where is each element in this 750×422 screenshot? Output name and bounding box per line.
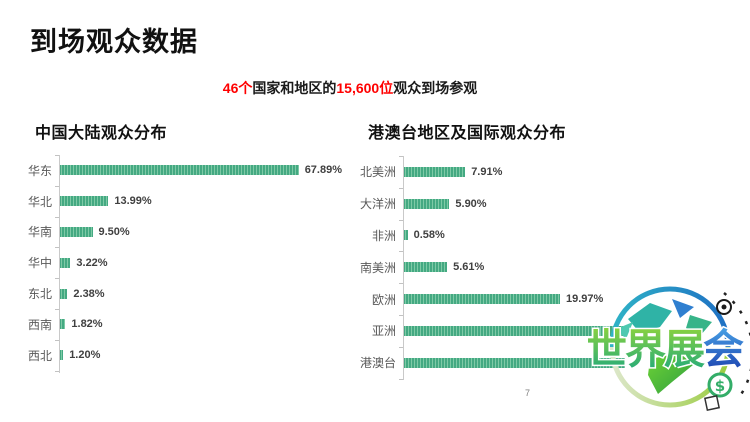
axis-tick	[399, 347, 403, 348]
value-label: 0.58%	[413, 229, 445, 242]
category-label: 西南	[27, 317, 52, 332]
value-label: 2.38%	[73, 287, 105, 300]
axis-tick	[399, 283, 403, 284]
axis-tick	[55, 247, 59, 248]
dollar-badge-icon: $	[707, 372, 733, 398]
value-label: 9.50%	[98, 225, 130, 238]
value-label: 19.97%	[566, 293, 604, 306]
axis-tick	[55, 309, 59, 310]
bar-row: 华东 67.89%	[21, 155, 351, 186]
axis-tick	[55, 217, 59, 218]
category-label: 非洲	[371, 228, 396, 243]
bar-row: 西北 1.20%	[21, 340, 351, 371]
axis-tick	[399, 379, 403, 380]
chart-title-mainland: 中国大陆观众分布	[35, 125, 168, 142]
axis-tick	[55, 278, 59, 279]
bar-南美洲	[403, 262, 448, 273]
bar-非洲	[403, 230, 408, 241]
category-label: 西北	[27, 348, 52, 363]
bar-row: 北美洲 7.91%	[351, 156, 750, 188]
globe-logo-icon: 世界展会 $	[585, 286, 750, 412]
bar-row: 南美洲 5.61%	[351, 251, 750, 283]
y-axis	[55, 155, 60, 373]
logo-text-green: 世界展	[588, 325, 705, 373]
bar-row: 欧洲 19.97%	[351, 283, 750, 315]
world-expo-logo: 世界展会 $	[585, 281, 750, 422]
chart-international-plot: 北美洲 7.91% 大洋洲 5.90% 非洲 0.58% 南美洲 5.61% 欧洲 19.97% 亚…	[351, 156, 750, 380]
logo-text: 世界展会	[588, 325, 744, 373]
category-label: 华北	[27, 194, 52, 209]
category-label: 欧洲	[371, 292, 396, 307]
category-label: 南美洲	[359, 260, 396, 275]
category-label: 华东	[27, 163, 52, 178]
value-label: 13.99%	[114, 195, 152, 208]
value-label: 3.22%	[76, 256, 108, 269]
bar-row: 港澳台	[351, 347, 750, 379]
axis-tick	[399, 220, 403, 221]
subtitle-segment: 国家和地区的	[252, 80, 337, 96]
bar-东北	[59, 288, 68, 299]
y-axis	[399, 156, 404, 380]
page-number: 7	[525, 388, 531, 398]
subtitle-segment: 15,600位	[336, 80, 394, 96]
shutter-icon	[716, 299, 732, 315]
value-label: 5.61%	[453, 261, 485, 274]
axis-tick	[399, 251, 403, 252]
logo-text-blue: 会	[703, 325, 744, 373]
axis-tick	[55, 155, 59, 156]
bar-西南	[59, 319, 66, 330]
bar-华中	[59, 257, 71, 268]
bar-row: 东北 2.38%	[21, 278, 351, 309]
category-label: 港澳台	[359, 356, 396, 371]
category-label: 北美洲	[359, 165, 396, 180]
bar-大洋洲	[403, 198, 450, 209]
bar-欧洲	[403, 294, 560, 305]
category-label: 亚洲	[371, 324, 396, 339]
bar-华南	[59, 226, 93, 237]
bar-北美洲	[403, 166, 466, 177]
bar-row: 华北 13.99%	[21, 186, 351, 217]
bar-华北	[59, 196, 109, 207]
axis-tick	[55, 371, 59, 372]
subtitle: 46个国家和地区的15,600位观众到场参观	[0, 78, 700, 98]
bar-row: 非洲 0.58%	[351, 220, 750, 252]
bar-row: 西南 1.82%	[21, 309, 351, 340]
bar-亚洲	[403, 325, 624, 336]
bar-row: 亚洲	[351, 315, 750, 347]
subtitle-segment: 观众到场参观	[393, 80, 478, 96]
axis-tick	[399, 156, 403, 157]
bar-西北	[59, 350, 64, 361]
category-label: 大洋洲	[359, 197, 396, 212]
bar-row: 大洋洲 5.90%	[351, 188, 750, 220]
value-label: 67.89%	[304, 164, 342, 177]
subtitle-segment: 46个	[222, 80, 253, 96]
svg-text:$: $	[715, 377, 725, 395]
category-label: 东北	[27, 287, 52, 302]
bar-华东	[59, 165, 299, 176]
value-label: 7.91%	[471, 165, 503, 178]
axis-tick	[399, 188, 403, 189]
bar-港澳台	[403, 357, 626, 368]
value-label: 1.82%	[71, 318, 103, 331]
category-label: 华南	[27, 225, 52, 240]
axis-tick	[55, 186, 59, 187]
chart-title-international: 港澳台地区及国际观众分布	[368, 125, 567, 142]
bar-row: 华南 9.50%	[21, 217, 351, 248]
axis-tick	[399, 315, 403, 316]
chart-mainland-plot: 华东 67.89% 华北 13.99% 华南 9.50% 华中 3.22% 东北 2.38% 西南 1…	[21, 155, 351, 373]
axis-tick	[55, 340, 59, 341]
category-label: 华中	[27, 256, 52, 271]
value-label: 5.90%	[455, 197, 487, 210]
value-label: 1.20%	[69, 349, 101, 362]
bar-row: 华中 3.22%	[21, 247, 351, 278]
page-title: 到场观众数据	[30, 27, 198, 57]
